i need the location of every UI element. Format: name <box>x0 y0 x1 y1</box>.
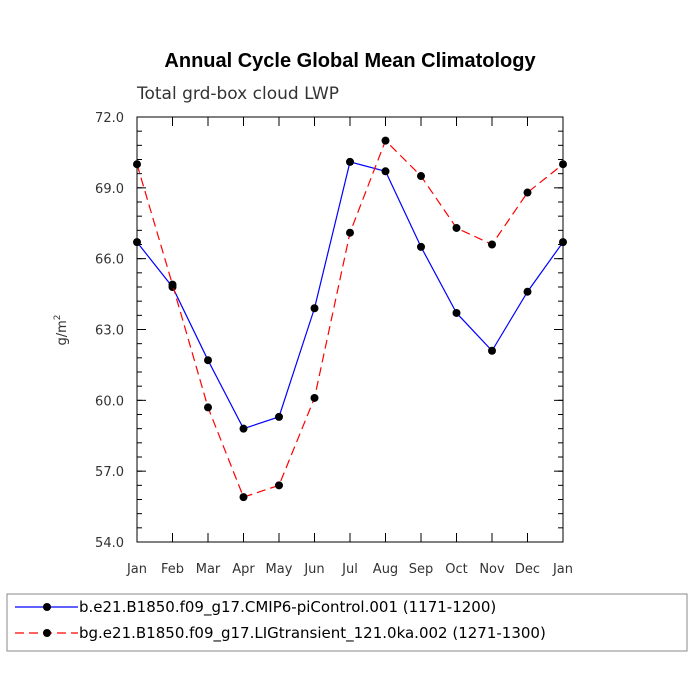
series-1-point <box>417 242 425 251</box>
y-tick-label: 66.0 <box>95 253 124 268</box>
series-1-point <box>133 238 141 247</box>
series-1-point <box>310 304 319 313</box>
y-tick-label: 63.0 <box>95 324 124 339</box>
series-1-point <box>452 308 461 317</box>
x-tick-label: Jul <box>341 562 358 577</box>
series-2-point <box>523 188 532 197</box>
x-tick-label: Dec <box>515 562 540 577</box>
y-tick-label: 54.0 <box>95 536 124 551</box>
x-tick-label: Mar <box>196 562 221 577</box>
x-tick-label: Aug <box>373 562 398 577</box>
y-tick-label: 72.0 <box>95 111 124 126</box>
series-1-point <box>523 287 532 296</box>
y-axis-label: g/m2 <box>53 314 70 345</box>
legend-label-1: b.e21.B1850.f09_g17.CMIP6-piControl.001 … <box>79 598 496 617</box>
legend-label-2: bg.e21.B1850.f09_g17.LIGtransient_121.0k… <box>79 624 546 643</box>
series-line-2 <box>136 139 564 498</box>
series-2-point <box>488 240 496 249</box>
y-tick-label: 69.0 <box>95 182 124 197</box>
series-2-point <box>239 493 248 502</box>
x-tick-label: Feb <box>161 562 184 577</box>
series-2-point <box>346 228 354 237</box>
series-2-point <box>452 223 461 232</box>
series-1-point <box>204 356 212 365</box>
series-2-point <box>381 136 390 145</box>
legend: b.e21.B1850.f09_g17.CMIP6-piControl.001 … <box>6 593 688 652</box>
legend-box <box>6 593 688 652</box>
axes: 54.0 57.0 60.0 63.0 66.0 69.0 72.0 Jan Feb Mar Apr… <box>95 111 573 577</box>
series-1-point <box>275 412 283 421</box>
series-2-point <box>275 481 283 490</box>
x-tick-label: Nov <box>479 562 505 577</box>
series-1-point <box>239 424 248 433</box>
series-2-point <box>133 160 141 169</box>
series-2-point <box>417 172 425 181</box>
series-line-1 <box>136 161 564 430</box>
legend-marker-1 <box>43 603 51 611</box>
series-2-point <box>559 160 567 169</box>
x-tick-label: Jun <box>303 562 324 577</box>
series-2-point <box>204 403 212 412</box>
x-tick-label: May <box>266 562 293 577</box>
x-tick-label: Oct <box>445 562 467 577</box>
y-axis-label-text: g/m <box>55 320 70 345</box>
chart-title: Annual Cycle Global Mean Climatology <box>164 50 536 72</box>
y-axis-label-superscript: 2 <box>53 314 63 320</box>
series-1-point <box>346 157 354 166</box>
chart-subtitle: Total grd-box cloud LWP <box>136 84 339 104</box>
legend-marker-2 <box>43 629 51 637</box>
x-tick-label: Apr <box>232 562 255 577</box>
series-2-point <box>310 393 319 402</box>
series-1-point <box>488 346 496 355</box>
series-layer <box>133 136 567 502</box>
series-2-point <box>168 280 177 289</box>
x-tick-label: Jan <box>552 562 573 577</box>
y-tick-label: 57.0 <box>95 465 124 480</box>
plot-frame <box>136 116 564 543</box>
series-1-point <box>559 238 567 247</box>
series-1-point <box>381 167 390 176</box>
x-tick-label: Sep <box>409 562 434 577</box>
x-tick-label: Jan <box>126 562 147 577</box>
y-tick-label: 60.0 <box>95 394 124 409</box>
